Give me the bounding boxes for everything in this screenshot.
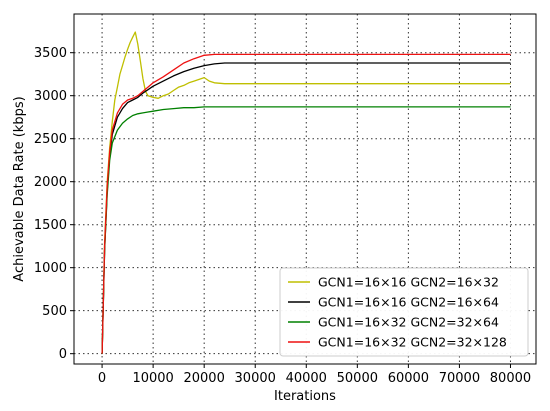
- x-tick-label: 80000: [490, 371, 531, 386]
- y-axis-label: Achievable Data Rate (kbps): [12, 96, 27, 281]
- legend-label-2: GCN1=16×16 GCN2=16×64: [318, 295, 499, 310]
- x-tick-label: 30000: [235, 371, 276, 386]
- legend: GCN1=16×16 GCN2=16×32 GCN1=16×16 GCN2=16×…: [279, 267, 529, 357]
- x-axis-label: Iterations: [274, 389, 336, 404]
- series-line-3: [101, 106, 511, 354]
- x-tick-label: 70000: [439, 371, 480, 386]
- x-tick-label: 10000: [132, 371, 173, 386]
- y-tick-label: 500: [42, 304, 67, 319]
- y-tick-label: 0: [59, 347, 67, 362]
- x-tick-label: 60000: [388, 371, 429, 386]
- y-tick-label: 3500: [34, 46, 67, 61]
- legend-label-3: GCN1=16×32 GCN2=32×64: [318, 315, 499, 330]
- x-tick-label: 20000: [183, 371, 224, 386]
- series-lines: [101, 31, 511, 354]
- y-tick-label: 1500: [34, 218, 67, 233]
- y-tick-label: 2000: [34, 175, 67, 190]
- y-tick-label: 2500: [34, 132, 67, 147]
- y-tick-label: 1000: [34, 261, 67, 276]
- y-tick-label: 3000: [34, 89, 67, 104]
- legend-label-1: GCN1=16×16 GCN2=16×32: [318, 275, 499, 290]
- x-tick-label: 0: [98, 371, 106, 386]
- x-tick-label: 50000: [337, 371, 378, 386]
- x-axis-ticks: 0 10000 20000 30000 40000 50000 60000 70000 8000…: [98, 364, 531, 386]
- plot-frame: [73, 13, 537, 365]
- x-tick-label: 40000: [286, 371, 327, 386]
- y-axis-ticks: 0 500 1000 1500 2000 2500 3000 3500: [34, 46, 74, 362]
- series-line-1: [101, 31, 511, 354]
- legend-label-4: GCN1=16×32 GCN2=32×128: [318, 335, 507, 350]
- series-line-4: [101, 53, 511, 354]
- legend-box: [279, 267, 529, 357]
